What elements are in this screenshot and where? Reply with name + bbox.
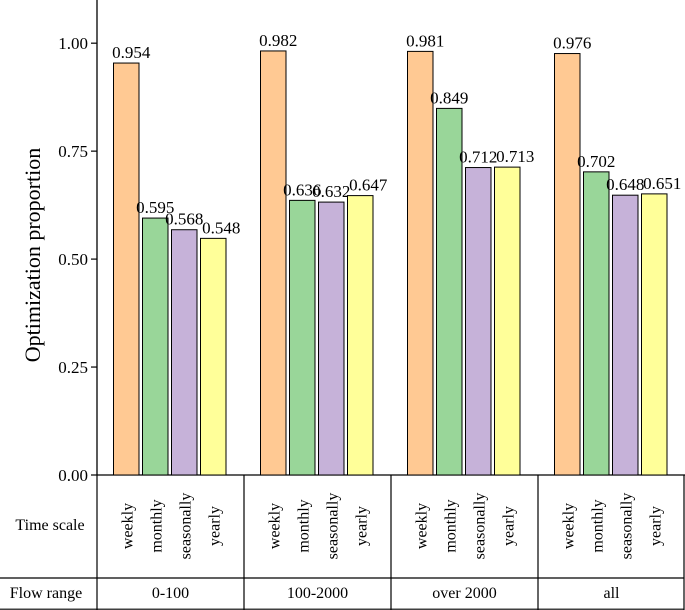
bar-seasonally <box>318 201 345 476</box>
bar-monthly <box>289 199 316 476</box>
data-label: 0.548 <box>202 218 240 237</box>
data-label: 0.982 <box>259 31 297 50</box>
data-label: 0.981 <box>406 31 444 50</box>
time-scale-label: yearly <box>353 506 370 546</box>
bar-seasonally <box>465 167 492 476</box>
data-label: 0.702 <box>577 152 615 171</box>
bar-weekly <box>554 53 581 476</box>
flow-range-label: all <box>604 585 621 602</box>
data-label: 0.632 <box>312 182 350 201</box>
data-label: 0.976 <box>553 34 591 53</box>
time-scale-row-label: Time scale <box>15 517 84 534</box>
time-scale-label: yearly <box>647 506 664 546</box>
y-tick-label: 0.00 <box>58 466 88 485</box>
time-scale-label: weekly <box>413 503 430 549</box>
data-label: 0.712 <box>459 148 497 167</box>
data-label: 0.568 <box>165 210 203 229</box>
flow-range-label: 100-2000 <box>287 585 348 602</box>
data-label: 0.647 <box>349 176 388 195</box>
data-label: 0.849 <box>430 88 468 107</box>
bar-monthly <box>583 171 610 476</box>
time-scale-label: seasonally <box>177 493 194 560</box>
bar-weekly <box>260 50 287 476</box>
data-label: 0.713 <box>496 147 534 166</box>
bar-yearly <box>494 166 521 476</box>
bar-monthly <box>142 217 169 476</box>
y-tick-label: 1.00 <box>58 34 88 53</box>
bar-weekly <box>113 62 140 476</box>
time-scale-label: seasonally <box>471 493 488 560</box>
data-label: 0.595 <box>136 198 174 217</box>
flow-range-label: 0-100 <box>152 585 189 602</box>
time-scale-label: monthly <box>295 499 312 552</box>
data-label: 0.648 <box>606 175 644 194</box>
time-scale-label: monthly <box>442 499 459 552</box>
data-label: 0.651 <box>643 174 681 193</box>
time-scale-label: yearly <box>500 506 517 546</box>
bar-seasonally <box>612 194 639 476</box>
bar-yearly <box>641 193 668 476</box>
time-scale-label: weekly <box>560 503 577 549</box>
time-scale-label: monthly <box>589 499 606 552</box>
y-tick-label: 0.50 <box>58 250 88 269</box>
bar-yearly <box>347 195 374 476</box>
data-label: 0.954 <box>112 43 151 62</box>
y-tick-label: 0.25 <box>58 358 88 377</box>
time-scale-label: seasonally <box>618 493 635 560</box>
time-scale-label: yearly <box>206 506 223 546</box>
y-axis-label: Optimization proportion <box>20 148 45 362</box>
time-scale-label: weekly <box>119 503 136 549</box>
bar-seasonally <box>171 229 198 476</box>
bar-weekly <box>407 50 434 476</box>
time-scale-label: weekly <box>266 503 283 549</box>
bar-monthly <box>436 107 463 476</box>
time-scale-label: monthly <box>148 499 165 552</box>
y-tick-label: 0.75 <box>58 142 88 161</box>
flow-range-label: over 2000 <box>432 585 496 602</box>
bar-yearly <box>200 237 227 476</box>
time-scale-label: seasonally <box>324 493 341 560</box>
data-label: 0.636 <box>283 180 321 199</box>
flow-range-row-label: Flow range <box>10 585 82 602</box>
